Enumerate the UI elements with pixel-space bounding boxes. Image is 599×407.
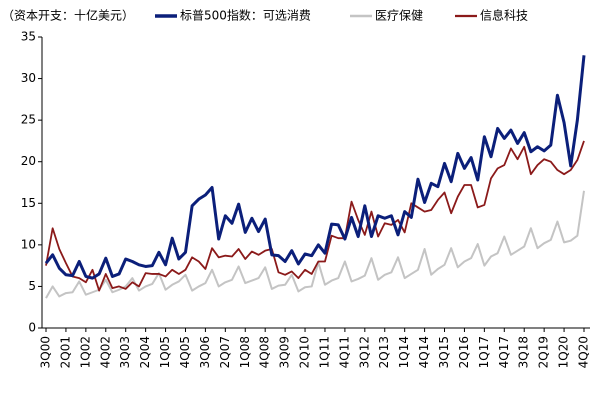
x-tick-label: 2Q13 [377,336,391,368]
x-tick-label: 3Q06 [198,336,212,368]
chart-title: （资本开支：十亿美元） [2,8,134,23]
x-tick-label: 2Q16 [457,336,471,368]
x-tick-label: 4Q08 [258,336,272,368]
x-tick-label: 1Q05 [158,336,172,368]
series-line [45,190,585,299]
x-tick-label: 2Q01 [58,336,72,368]
y-tick-label: 0 [28,321,36,335]
x-tick-label: 1Q14 [397,336,411,368]
x-tick-label: 1Q17 [477,336,491,368]
x-tick-label: 3Q00 [39,336,53,368]
legend-label: 医疗保健 [375,9,423,23]
y-tick-label: 5 [28,279,36,293]
x-tick-label: 2Q07 [218,336,232,368]
x-tick-label: 1Q20 [557,336,571,368]
legend-label: 标普500指数：可选消费 [180,8,311,23]
y-tick-label: 30 [21,71,36,85]
x-tick-label: 2Q04 [138,336,152,368]
x-tick-label: 4Q17 [497,336,511,368]
x-tick-label: 1Q08 [238,336,252,368]
x-tick-label: 3Q18 [517,336,531,368]
x-tick-label: 1Q02 [78,336,92,368]
y-tick-label: 35 [21,30,36,44]
y-tick-label: 25 [21,113,36,127]
x-tick-label: 2Q19 [537,336,551,368]
x-tick-label: 3Q12 [357,336,371,368]
y-tick-label: 10 [21,237,36,251]
series-line [45,140,585,292]
x-tick-label: 1Q11 [317,336,331,368]
x-tick-label: 4Q14 [417,336,431,368]
x-tick-label: 2Q10 [298,336,312,368]
x-tick-label: 4Q11 [337,336,351,368]
x-tick-label: 4Q20 [577,336,591,368]
legend-label: 信息科技 [480,8,528,23]
x-tick-label: 3Q09 [278,336,292,368]
series-line [44,55,586,280]
x-tick-label: 3Q15 [437,336,451,368]
y-tick-label: 15 [21,196,36,210]
x-tick-label: 4Q05 [178,336,192,368]
x-tick-label: 4Q02 [98,336,112,368]
y-tick-label: 20 [21,154,36,168]
x-tick-label: 3Q03 [118,336,132,368]
